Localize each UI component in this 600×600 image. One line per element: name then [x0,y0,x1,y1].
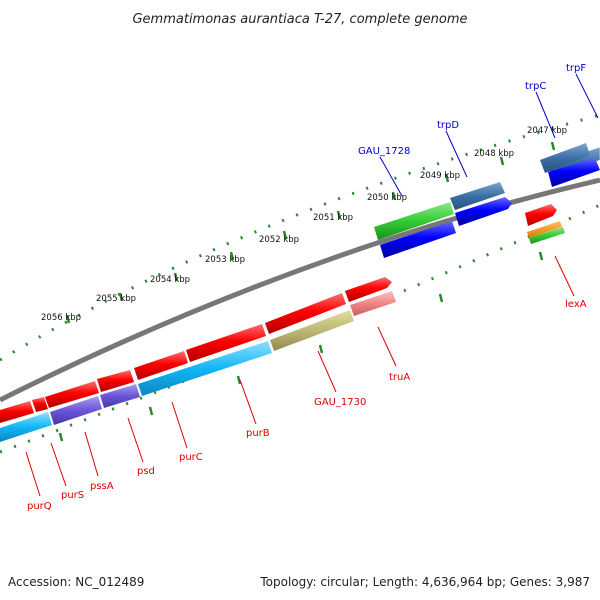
major-ticks [58,141,556,442]
label-purB: purB [246,428,270,439]
gene-red-a[interactable] [265,293,346,334]
scale-label: 2049 kbp [420,171,460,181]
accession-text: Accession: NC_012489 [8,575,144,589]
gene-purB[interactable] [138,341,272,396]
scale-label: 2054 kbp [150,275,190,285]
label-trpD: trpD [437,120,459,131]
lower-red-track [0,277,396,423]
gene-GAU_1730[interactable] [270,310,354,351]
scale-label: 2052 kbp [259,235,299,245]
gene-red-d[interactable] [97,370,134,392]
label-lexA: lexA [565,299,587,310]
label-GAU_1728: GAU_1728 [358,146,410,157]
scale-track-inner [0,203,600,454]
gene-purQ-bar[interactable] [0,412,52,442]
scale-label: 2055 kbp [96,294,136,304]
label-pssA: pssA [90,481,114,492]
gene-trpC[interactable] [540,143,590,173]
gene-blue-lower[interactable] [380,221,456,258]
gene-red-b[interactable] [186,324,266,362]
gene-red-c[interactable] [134,351,188,380]
scale-labels: 2047 kbp 2048 kbp 2049 kbp 2050 kbp 2051… [41,126,567,323]
label-trpC: trpC [525,81,546,92]
label-psd: psd [137,466,155,477]
label-purS: purS [61,490,84,501]
genome-summary: Topology: circular; Length: 4,636,964 bp… [259,575,590,589]
scale-label: 2051 kbp [313,213,353,223]
gene-GAU_1728[interactable] [374,202,454,240]
label-GAU_1730: GAU_1730 [314,397,366,408]
upper-gene-track [374,143,600,258]
gene-blue-right[interactable] [548,158,600,187]
scale-label: 2048 kbp [474,149,514,159]
scale-label: 2053 kbp [205,255,245,265]
gene-red-f[interactable] [32,397,48,412]
scale-label: 2047 kbp [527,126,567,136]
gene-psd-bar[interactable] [100,384,140,408]
lower-color-track [0,310,354,442]
gene-pssA-bar[interactable] [50,396,102,425]
label-trpF: trpF [566,63,586,74]
gene-red-g[interactable] [0,401,34,423]
gene-truA-red[interactable] [345,277,392,302]
gene-truA[interactable] [350,291,396,316]
label-purQ: purQ [27,501,52,512]
label-purC: purC [179,452,203,463]
label-truA: truA [389,372,410,383]
gene-blue-upper[interactable] [455,197,512,226]
gene-red-e[interactable] [45,381,99,408]
gene-lexA-red[interactable] [525,204,557,226]
scale-label: 2056 kbp [41,313,81,323]
map-title: Gemmatimonas aurantiaca T-27, complete g… [132,12,467,27]
gene-lexA-green[interactable] [529,227,565,244]
label-leaders [25,73,599,497]
gene-lexA-orange[interactable] [527,221,562,238]
scale-label: 2050 kbp [367,193,407,203]
genome-backbone [0,177,600,403]
gene-trpD[interactable] [450,182,505,210]
